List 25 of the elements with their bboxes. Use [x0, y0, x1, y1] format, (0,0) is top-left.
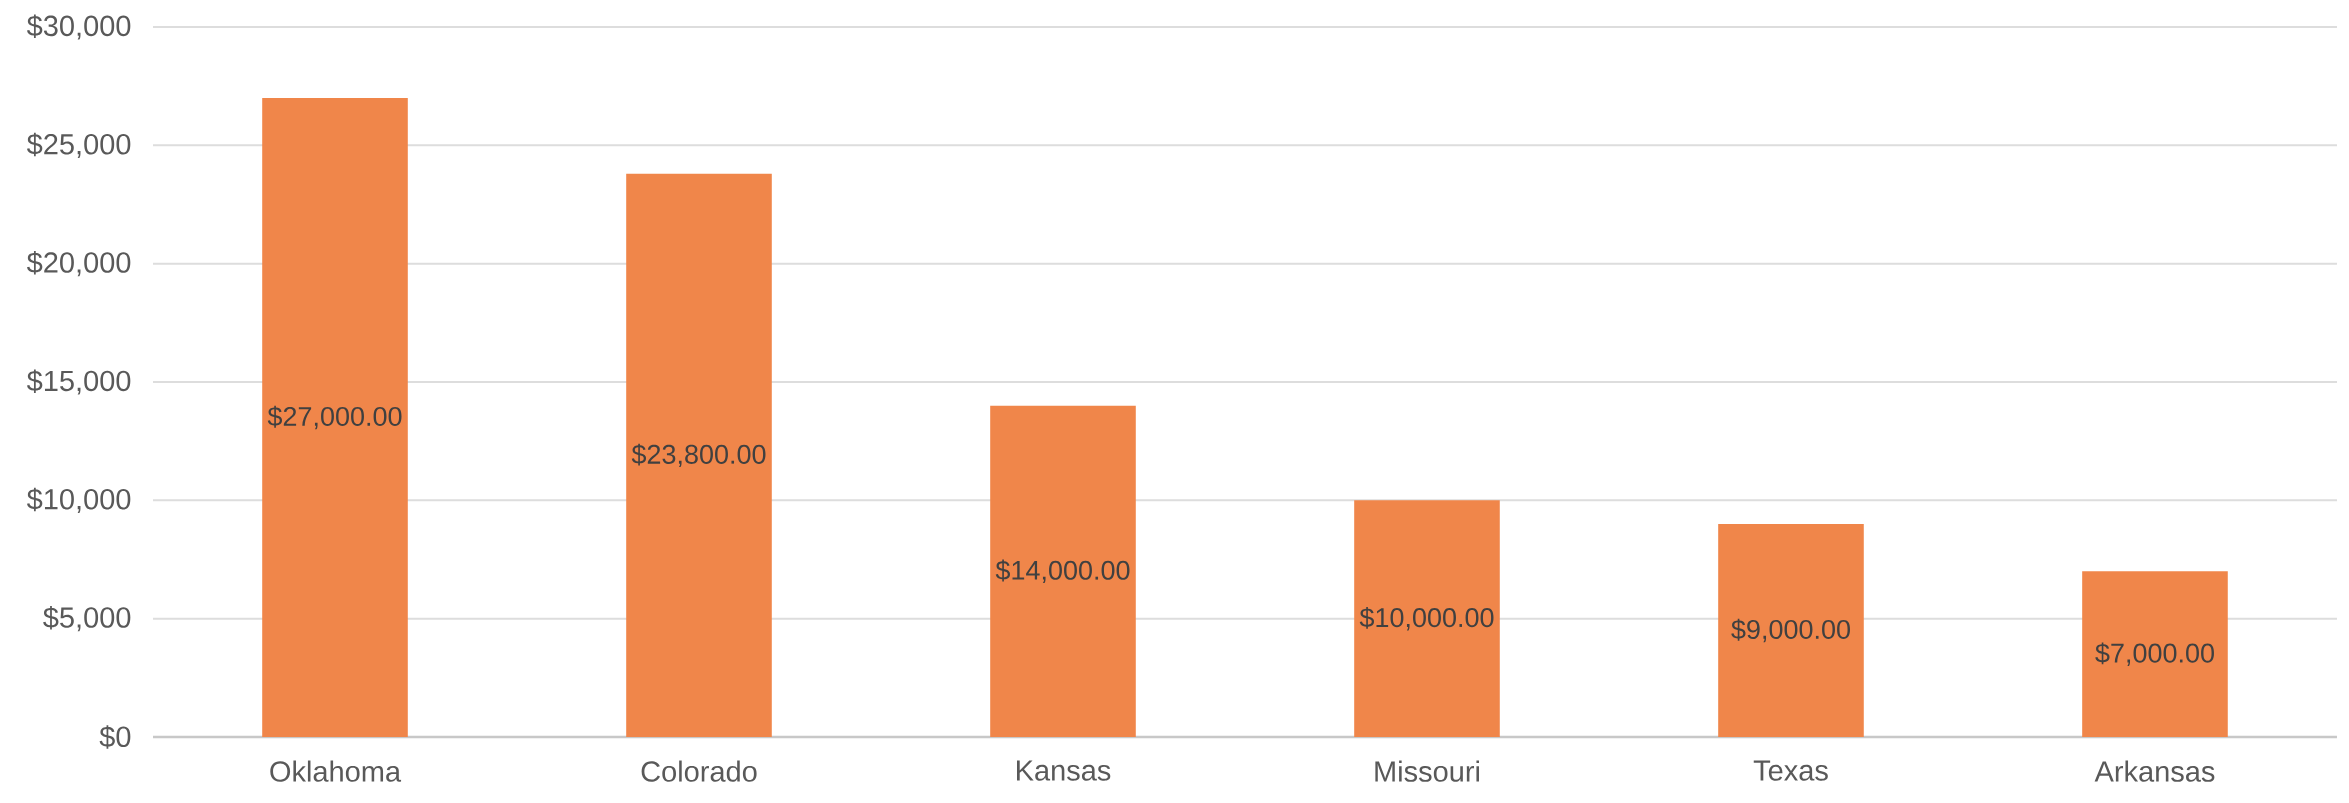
x-tick-label: Colorado	[641, 760, 757, 782]
bar	[1354, 500, 1500, 737]
x-tick-label: Kansas	[1017, 760, 1111, 781]
bar	[626, 173, 772, 737]
bar	[2082, 571, 2228, 737]
data-label: $10,000.00	[1359, 606, 1494, 631]
x-tick-label: Arkansas	[2094, 760, 2215, 782]
y-tick-label: $30,000	[26, 14, 131, 40]
y-tick-label: $15,000	[26, 369, 131, 395]
y-tick-label: $0	[99, 725, 131, 749]
data-label: $23,800.00	[631, 443, 766, 468]
data-label: $7,000.00	[2095, 642, 2214, 666]
x-tick-label: Texas	[1753, 760, 1828, 781]
y-tick-label: $5,000	[43, 606, 131, 632]
x-tick-label: Oklahoma	[270, 760, 402, 782]
x-tick-label: Missouri	[1375, 760, 1479, 782]
bar	[1718, 524, 1864, 737]
data-label: $27,000.00	[267, 405, 402, 430]
y-tick-label: $10,000	[26, 487, 131, 513]
data-label: $14,000.00	[995, 559, 1130, 584]
bar	[990, 405, 1136, 737]
y-tick-label: $25,000	[26, 132, 131, 158]
y-tick-label: $20,000	[26, 251, 131, 277]
bar	[262, 97, 408, 737]
data-label: $9,000.00	[1731, 618, 1850, 643]
